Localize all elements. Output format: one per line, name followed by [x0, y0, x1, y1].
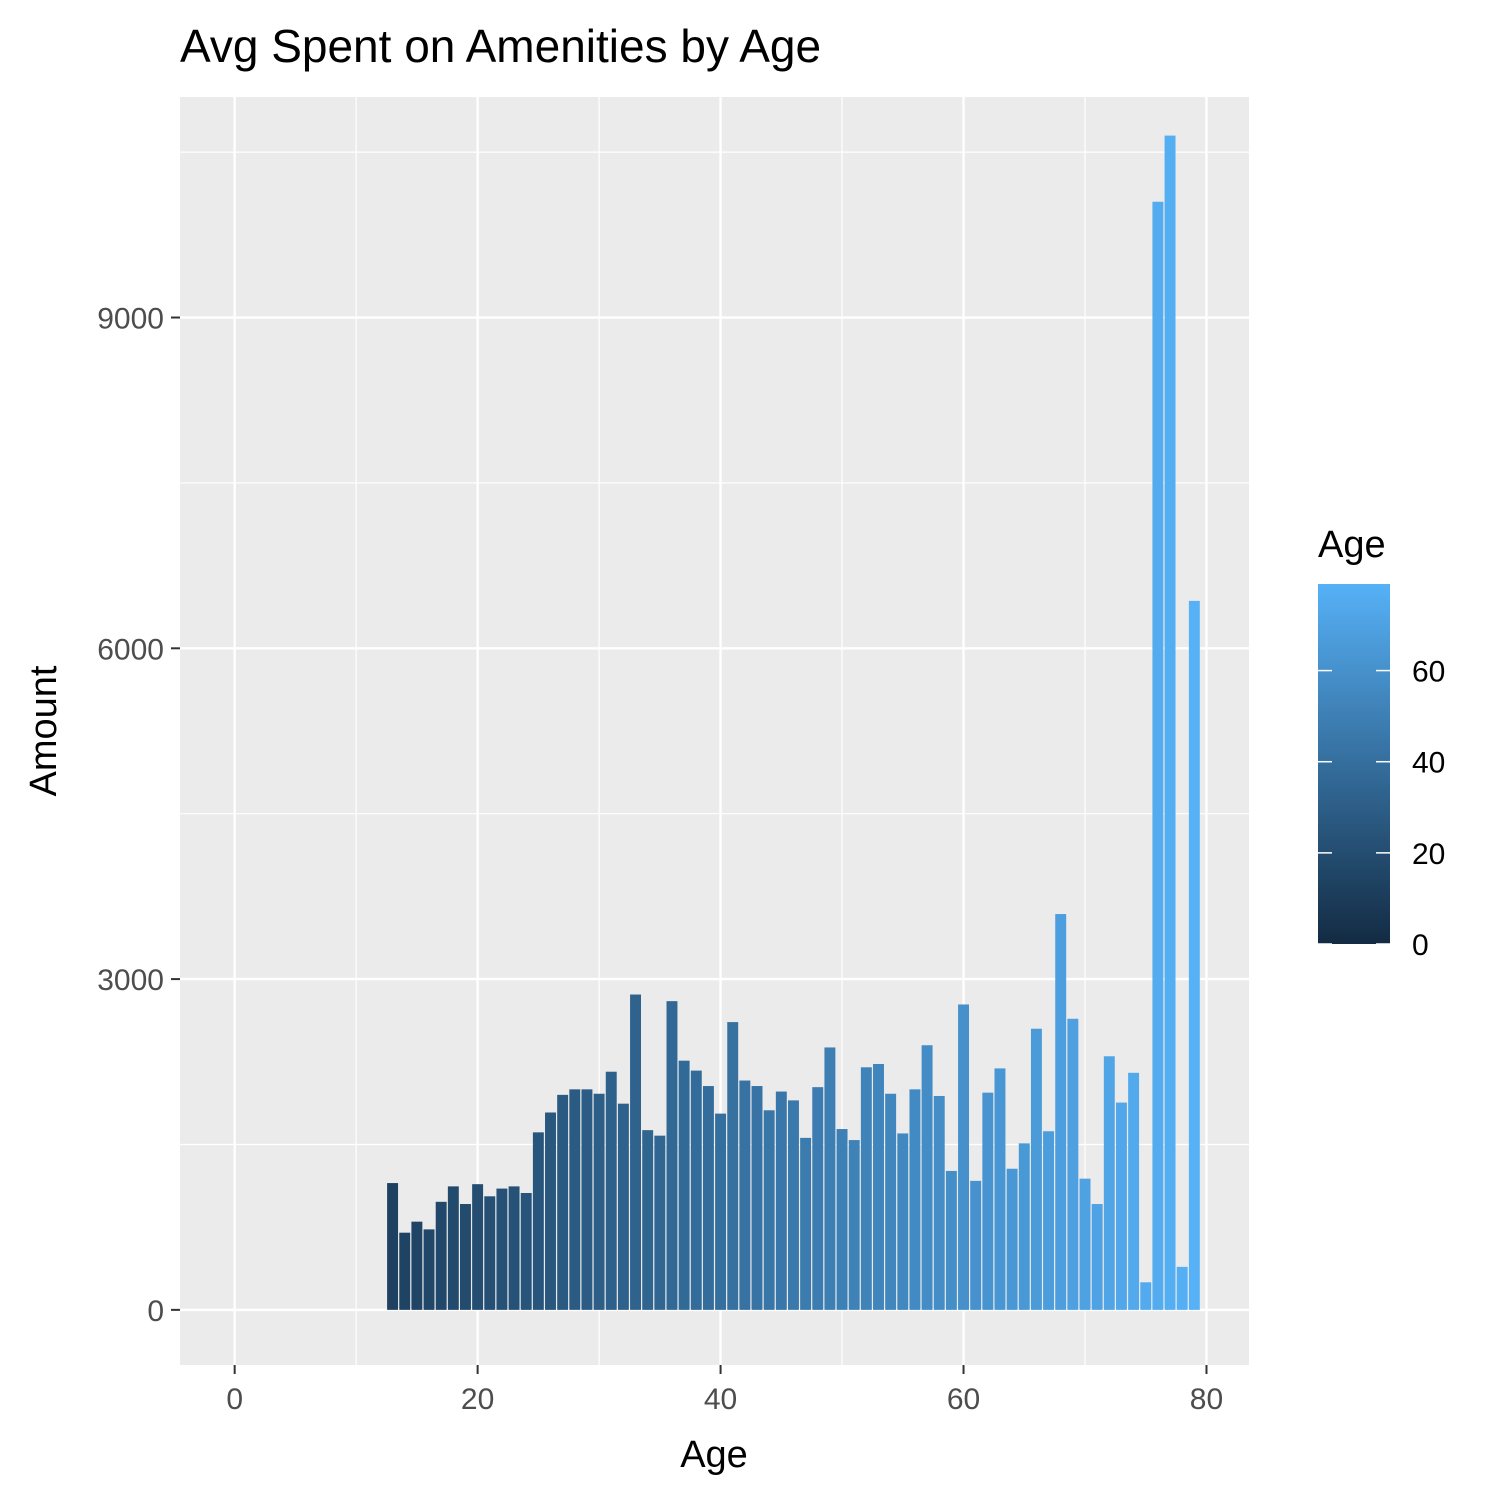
bar [630, 994, 642, 1310]
bar [1043, 1131, 1055, 1310]
bar [1115, 1102, 1127, 1310]
x-tick-label: 20 [461, 1383, 494, 1416]
bar [763, 1110, 775, 1310]
bar [557, 1094, 569, 1310]
bar [873, 1063, 884, 1310]
bar [860, 1067, 872, 1310]
bar [666, 1001, 678, 1310]
legend-title: Age [1318, 524, 1386, 566]
bar [1128, 1072, 1140, 1310]
bar [508, 1186, 520, 1310]
bar [824, 1047, 836, 1310]
color-legend: Age 0 20 40 60 [1318, 524, 1445, 962]
bar [1103, 1056, 1115, 1310]
y-axis-title: Amount [23, 665, 65, 796]
bar [727, 1022, 739, 1310]
bar [447, 1186, 459, 1310]
x-tick-label: 60 [947, 1383, 980, 1416]
bar [775, 1091, 787, 1310]
bar [569, 1089, 581, 1310]
bar [921, 1045, 933, 1310]
bar [970, 1180, 982, 1310]
bar [1152, 201, 1164, 1310]
bar [1140, 1282, 1152, 1310]
bar [423, 1229, 435, 1310]
x-axis: 0 20 40 60 80 [226, 1365, 1223, 1416]
x-tick-label: 80 [1190, 1383, 1223, 1416]
bar [520, 1192, 532, 1310]
bar [739, 1080, 751, 1310]
bar [1030, 1028, 1042, 1310]
chart-title: Avg Spent on Amenities by Age [180, 20, 821, 72]
legend-tick-label: 60 [1412, 656, 1445, 689]
bar [848, 1140, 860, 1310]
bar [1091, 1204, 1103, 1310]
bar [933, 1095, 945, 1310]
x-tick-label: 40 [704, 1383, 737, 1416]
bar [411, 1221, 423, 1310]
bar-series [387, 135, 1200, 1310]
bar [1018, 1143, 1030, 1310]
y-tick-label: 3000 [97, 964, 164, 997]
bar [1188, 600, 1200, 1310]
bar [472, 1184, 484, 1310]
bar [1006, 1168, 1018, 1310]
bar [399, 1232, 411, 1310]
y-tick-label: 9000 [97, 303, 164, 336]
bar [690, 1070, 702, 1310]
bar [1079, 1178, 1091, 1310]
bar [836, 1129, 848, 1310]
legend-tick-label: 20 [1412, 838, 1445, 871]
bar [484, 1196, 496, 1310]
bar [435, 1201, 447, 1310]
bar [715, 1113, 727, 1310]
bar [958, 1004, 969, 1310]
bar [460, 1204, 471, 1310]
legend-tick-label: 40 [1412, 747, 1445, 780]
bar [909, 1089, 921, 1310]
bar [945, 1170, 957, 1310]
bar [654, 1135, 666, 1310]
plot-panel [180, 97, 1249, 1365]
legend-ticks: 0 20 40 60 [1318, 656, 1445, 962]
bar [800, 1137, 812, 1310]
legend-colorbar [1318, 584, 1390, 944]
bar [642, 1130, 654, 1310]
y-axis: 0 3000 6000 9000 [97, 303, 180, 1328]
bar [678, 1060, 690, 1310]
bar [593, 1093, 605, 1310]
bar [1067, 1018, 1079, 1310]
bar [751, 1086, 763, 1310]
bar [581, 1089, 593, 1310]
bar [605, 1071, 617, 1310]
bar [702, 1086, 714, 1310]
bar [532, 1132, 544, 1310]
x-axis-title: Age [680, 1434, 748, 1476]
bar [897, 1133, 909, 1310]
minor-gridlines [180, 97, 1249, 1365]
bar [496, 1188, 508, 1310]
bar [1055, 914, 1067, 1310]
y-tick-label: 6000 [97, 633, 164, 666]
bar [1176, 1266, 1188, 1310]
bar [994, 1068, 1006, 1310]
bar [787, 1100, 799, 1310]
legend-tick-label: 0 [1412, 929, 1429, 962]
y-tick-label: 0 [147, 1295, 164, 1328]
bar [812, 1087, 824, 1310]
bar [545, 1112, 556, 1310]
bar [982, 1092, 994, 1310]
bar [387, 1183, 399, 1310]
x-tick-label: 0 [226, 1383, 243, 1416]
bar [617, 1103, 629, 1310]
bar [1164, 135, 1176, 1310]
bar [885, 1093, 897, 1310]
